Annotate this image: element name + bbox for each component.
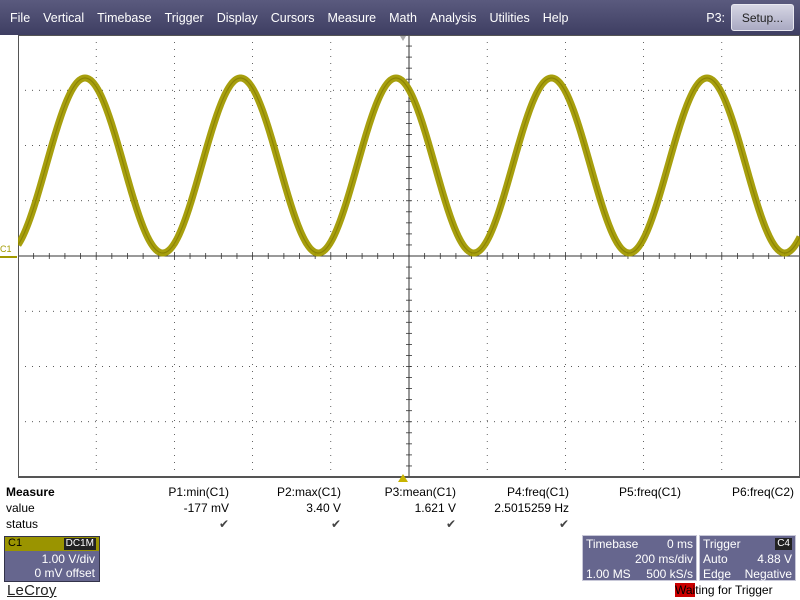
param-p1-status-check-icon: ✔ bbox=[218, 517, 229, 531]
param-p2-name[interactable]: P2:max(C1) bbox=[276, 485, 341, 499]
param-p3-value: 1.621 V bbox=[414, 501, 456, 515]
trigger-mode: Auto bbox=[703, 552, 728, 566]
status-indicator: Wai bbox=[675, 583, 696, 597]
timebase-sample-rate: 500 kS/s bbox=[646, 567, 693, 581]
timebase-per-div: 200 ms/div bbox=[634, 552, 693, 566]
trigger-position-marker-top bbox=[400, 36, 406, 41]
param-p6-name[interactable]: P6:freq(C2) bbox=[731, 485, 794, 499]
menu-timebase[interactable]: Timebase bbox=[97, 10, 152, 25]
param-p4-status-check-icon: ✔ bbox=[558, 517, 569, 531]
trigger-descriptor[interactable]: Trigger C4 Auto 4.88 V Edge Negative bbox=[699, 535, 796, 581]
param-p3-status-check-icon: ✔ bbox=[445, 517, 456, 531]
param-p5-name[interactable]: P5:freq(C1) bbox=[618, 485, 681, 499]
channel-descriptor-c1[interactable]: C1 DC1M 1.00 V/div 0 mV offset bbox=[4, 536, 100, 582]
menu-trigger[interactable]: Trigger bbox=[164, 10, 204, 25]
menu-cursors[interactable]: Cursors bbox=[270, 10, 315, 25]
measure-table: Measure P1:min(C1) P2:max(C1) P3:mean(C1… bbox=[0, 485, 800, 535]
menu-vertical[interactable]: Vertical bbox=[43, 10, 85, 25]
channel-scale: 1.00 V/div bbox=[41, 552, 95, 566]
channel-marker-label[interactable]: C1 bbox=[0, 244, 12, 254]
channel-descriptor-header: C1 DC1M bbox=[5, 537, 99, 551]
trigger-slope: Negative bbox=[744, 567, 792, 581]
channel-name: C1 bbox=[8, 537, 23, 549]
trigger-channel-badge: C4 bbox=[775, 538, 792, 550]
waveform-display bbox=[18, 35, 800, 477]
waveform-grid[interactable] bbox=[18, 35, 800, 478]
channel-offset: 0 mV offset bbox=[34, 566, 95, 580]
param-p1-value: -177 mV bbox=[183, 501, 229, 515]
menu-file[interactable]: File bbox=[10, 10, 31, 25]
menu-display[interactable]: Display bbox=[216, 10, 258, 25]
lecroy-logo: LeCroy bbox=[7, 582, 57, 599]
menu-bar: File Vertical Timebase Trigger Display C… bbox=[0, 0, 800, 35]
menu-analysis[interactable]: Analysis bbox=[429, 10, 477, 25]
trigger-position-marker[interactable] bbox=[398, 474, 408, 482]
param-p4-value: 2.5015259 Hz bbox=[494, 501, 569, 515]
menu-help[interactable]: Help bbox=[542, 10, 569, 25]
timebase-samples: 1.00 MS bbox=[586, 567, 631, 581]
measure-header-row: Measure P1:min(C1) P2:max(C1) P3:mean(C1… bbox=[0, 485, 800, 501]
param-p2-status-check-icon: ✔ bbox=[330, 517, 341, 531]
menu-measure[interactable]: Measure bbox=[327, 10, 377, 25]
trigger-type: Edge bbox=[703, 567, 732, 581]
menu-utilities[interactable]: Utilities bbox=[489, 10, 530, 25]
param-p1-name[interactable]: P1:min(C1) bbox=[168, 485, 229, 499]
menu-math[interactable]: Math bbox=[389, 10, 417, 25]
setup-button[interactable]: Setup... bbox=[731, 4, 794, 31]
status-text: ting for Trigger bbox=[695, 583, 773, 597]
param-p3-name[interactable]: P3:mean(C1) bbox=[384, 485, 456, 499]
waveform-trace-c1-core bbox=[18, 77, 800, 254]
channel-coupling-badge: DC1M bbox=[63, 538, 96, 550]
trigger-level: 4.88 V bbox=[757, 552, 792, 566]
status-row-label: status bbox=[6, 517, 39, 531]
timebase-title: Timebase bbox=[586, 537, 639, 551]
param-p2-value: 3.40 V bbox=[306, 501, 341, 515]
timebase-descriptor[interactable]: Timebase 0 ms 200 ms/div 1.00 MS 500 kS/… bbox=[582, 535, 697, 581]
acquisition-status: Waiting for Trigger bbox=[675, 583, 773, 597]
measure-value-row: value -177 mV 3.40 V 1.621 V 2.5015259 H… bbox=[0, 501, 800, 517]
measure-title[interactable]: Measure bbox=[6, 485, 55, 499]
focus-parameter-label: P3: bbox=[706, 10, 725, 25]
value-row-label: value bbox=[6, 501, 35, 515]
timebase-delay: 0 ms bbox=[666, 537, 693, 551]
measure-status-row: status ✔ ✔ ✔ ✔ bbox=[0, 517, 800, 533]
trigger-title: Trigger bbox=[703, 537, 741, 551]
channel-ground-marker[interactable] bbox=[0, 256, 17, 258]
param-p4-name[interactable]: P4:freq(C1) bbox=[506, 485, 569, 499]
